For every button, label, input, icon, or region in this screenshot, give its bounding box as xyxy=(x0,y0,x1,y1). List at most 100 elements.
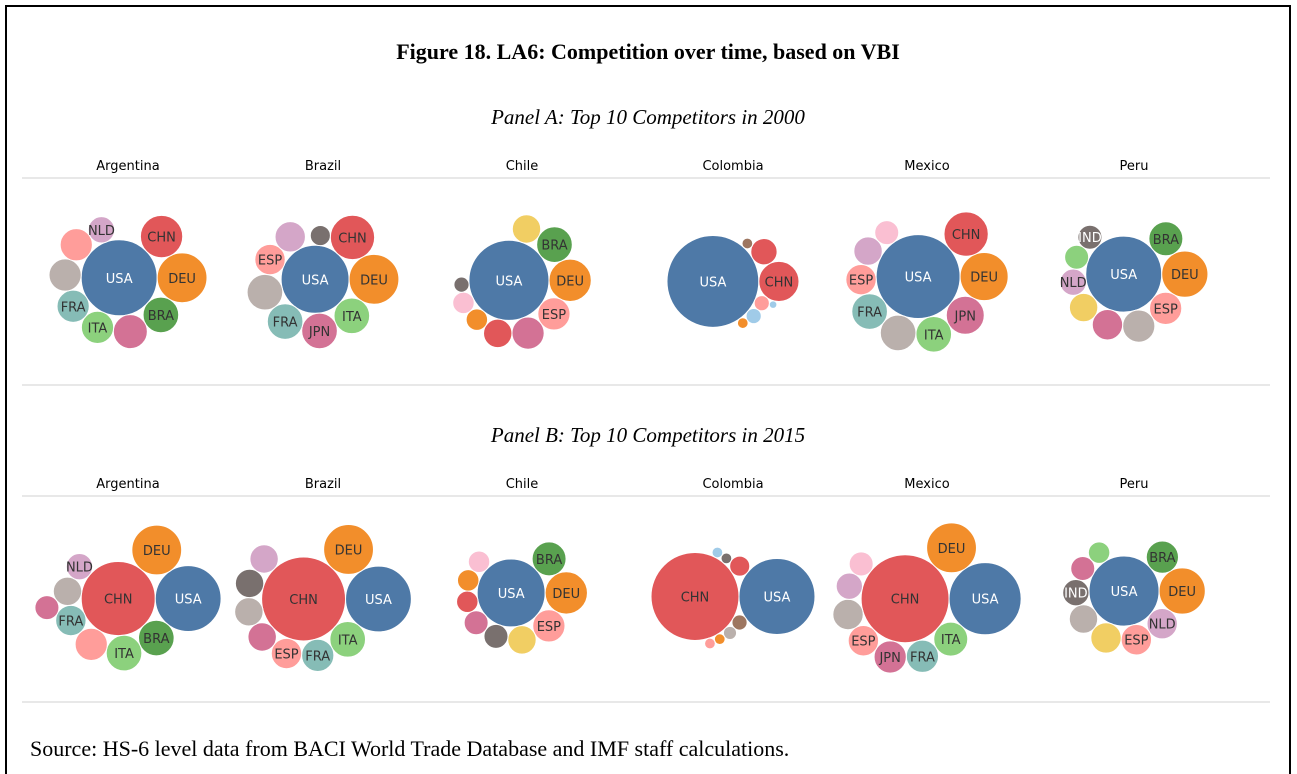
bubble-label: USA xyxy=(365,593,392,608)
bubble xyxy=(548,258,592,302)
bubble xyxy=(1062,579,1090,607)
bubble-label: CHN xyxy=(338,231,367,246)
bubble-label: DEU xyxy=(360,273,388,288)
bubble xyxy=(722,625,738,641)
bubble-label: ESP xyxy=(849,274,873,289)
bubble-label: NLD xyxy=(66,561,93,576)
bubble xyxy=(945,295,985,335)
bubble xyxy=(848,551,874,577)
panel-title: Panel A: Top 10 Competitors in 2000 xyxy=(490,105,805,129)
bubble xyxy=(452,291,475,315)
bubble-label: NLD xyxy=(1149,618,1176,633)
bubble xyxy=(713,633,726,646)
bubble-label: BRA xyxy=(148,309,174,324)
bubble xyxy=(105,634,143,672)
bubble-label: USA xyxy=(302,273,329,288)
bubble-chart: USA DEU CHN JPN ITA FRA ESP xyxy=(845,211,1009,353)
bubble xyxy=(112,314,148,350)
bubble xyxy=(270,637,303,670)
bubble-label: FRA xyxy=(273,316,298,331)
bubble xyxy=(52,576,83,607)
bubble xyxy=(835,572,863,600)
chart-title: Brazil xyxy=(305,477,341,492)
bubble-label: IND xyxy=(1064,587,1088,602)
bubble-label: BRA xyxy=(1149,551,1175,566)
bubble xyxy=(532,609,566,643)
bubble-label: ITA xyxy=(342,310,362,325)
bubble xyxy=(537,297,571,331)
bubble-label: ITA xyxy=(338,633,358,648)
bubble xyxy=(234,597,264,627)
bubble-chart: USA DEU BRA ESP NLD IND xyxy=(1059,221,1209,343)
bubble-label: ESP xyxy=(542,308,566,323)
bubble xyxy=(768,300,778,309)
bubble xyxy=(832,598,864,631)
bubble xyxy=(1090,622,1122,654)
bubble xyxy=(1149,291,1183,325)
bubble xyxy=(959,252,1009,302)
bubble-label: CHN xyxy=(765,275,794,290)
bubble xyxy=(87,216,116,244)
bubble-chart: USA CHN xyxy=(666,235,800,329)
bubble xyxy=(142,296,180,334)
bubble xyxy=(1068,604,1099,634)
chart-title: Colombia xyxy=(702,477,763,492)
bubble-label: ESP xyxy=(537,620,561,635)
bubble xyxy=(456,569,480,592)
chart-title: Peru xyxy=(1120,159,1149,174)
chart-title: Colombia xyxy=(702,159,763,174)
bubble-label: ESP xyxy=(1153,302,1177,317)
bubble xyxy=(80,310,115,345)
bubble-label: USA xyxy=(764,590,791,605)
bubble xyxy=(933,621,969,657)
bubble-label: JPN xyxy=(878,651,900,666)
bubble xyxy=(301,312,338,350)
bubble-chart: USA DEU BRA ESP xyxy=(456,541,588,655)
bubble xyxy=(704,637,716,650)
bubble-label: NLD xyxy=(88,224,115,239)
bubble xyxy=(731,614,748,631)
bubble-label: ITA xyxy=(924,328,944,343)
bubble xyxy=(738,557,816,635)
bubble-label: CHN xyxy=(891,593,920,608)
bubble-chart: CHN USA xyxy=(650,546,816,650)
bubble xyxy=(465,308,489,331)
chart-title: Mexico xyxy=(904,159,949,174)
bubble-label: ESP xyxy=(258,254,282,269)
bubble xyxy=(348,253,400,305)
bubble xyxy=(74,627,108,661)
chart-title: Chile xyxy=(506,159,539,174)
bubble-label: USA xyxy=(1111,585,1138,600)
bubble-label: JPN xyxy=(308,325,330,340)
chart-title: Peru xyxy=(1120,477,1149,492)
bubble xyxy=(745,307,762,325)
bubble xyxy=(1146,608,1178,640)
bubble-label: BRA xyxy=(541,239,567,254)
bubble xyxy=(65,553,94,581)
bubble-label: ITA xyxy=(941,633,961,648)
bubble xyxy=(246,273,284,311)
bubble xyxy=(1091,309,1124,341)
bubble-label: DEU xyxy=(335,543,363,558)
bubble-label: IND xyxy=(1078,231,1102,246)
bubble-label: DEU xyxy=(556,274,584,289)
bubble-label: FRA xyxy=(58,615,83,630)
bubble-label: FRA xyxy=(61,300,86,315)
chart-title: Argentina xyxy=(96,159,159,174)
bubble xyxy=(853,236,883,266)
bubble-label: DEU xyxy=(1171,268,1199,283)
bubble xyxy=(511,316,545,350)
bubble xyxy=(511,214,542,244)
bubble-label: BRA xyxy=(143,632,169,647)
bubble xyxy=(1145,540,1179,574)
bubble xyxy=(741,237,754,250)
bubble-label: ITA xyxy=(114,647,134,662)
bubble-label: FRA xyxy=(305,649,330,664)
bubble xyxy=(309,225,331,247)
bubble-label: DEU xyxy=(970,271,998,286)
bubble xyxy=(873,640,907,674)
bubble-chart: CHN USA DEU BRA ITA FRA NLD xyxy=(34,524,222,672)
bubble-label: USA xyxy=(495,274,522,289)
